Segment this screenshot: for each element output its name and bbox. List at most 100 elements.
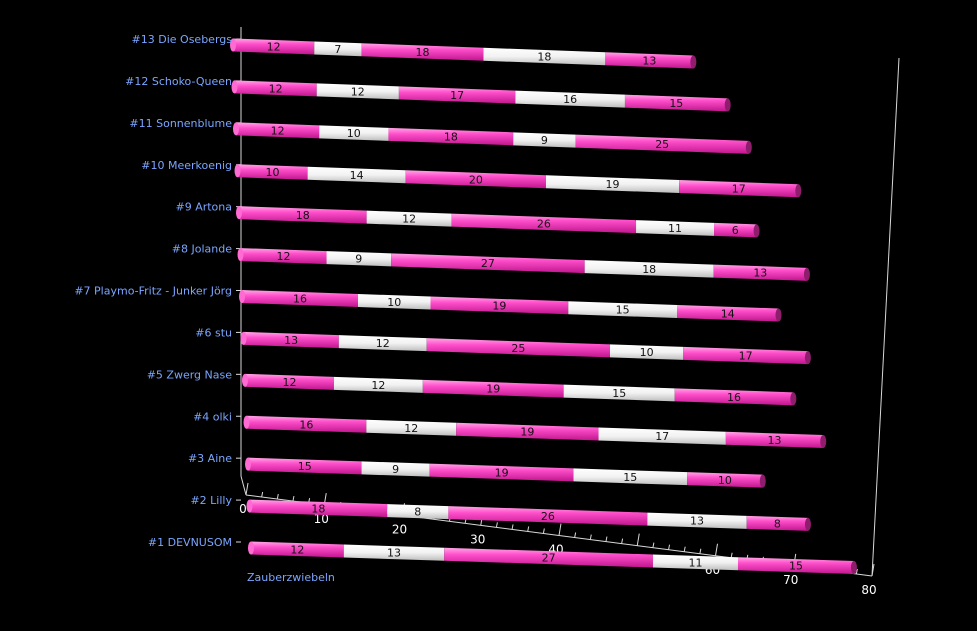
bar-segment-white <box>314 41 362 57</box>
bar-segment-pink <box>451 213 637 234</box>
data-label: 18 <box>537 51 551 64</box>
data-label: 14 <box>350 169 364 182</box>
x-minor-tick <box>683 546 686 552</box>
bar-end-cap <box>790 392 797 406</box>
x-minor-tick <box>261 491 264 498</box>
data-label: 9 <box>355 253 362 266</box>
data-label: 25 <box>655 138 669 151</box>
bar-row: 18 8 26 13 8 <box>246 499 811 531</box>
bar-segment-white <box>545 175 680 193</box>
bar-end-cap <box>753 224 760 238</box>
bar-start-cap <box>246 499 253 513</box>
bar-segment-white <box>343 544 445 561</box>
x-minor-tick <box>542 528 545 534</box>
data-label: 18 <box>296 209 310 222</box>
bar-segment-white <box>483 47 606 66</box>
bar-segment-white <box>513 132 576 148</box>
bar-segment-pink <box>361 43 484 61</box>
x-minor-tick <box>621 538 624 544</box>
data-label: 9 <box>541 134 548 147</box>
bar-segment-white <box>358 294 431 310</box>
category-label: #8 Jolande <box>172 243 232 256</box>
data-label: 18 <box>444 131 458 144</box>
data-label: 18 <box>416 46 430 59</box>
bar-segment-pink <box>683 346 808 365</box>
bar-start-cap <box>245 457 251 471</box>
category-label: #7 Playmo-Fritz - Junker Jörg <box>74 285 232 298</box>
x-tick-label: 20 <box>392 522 407 536</box>
data-label: 26 <box>537 217 551 230</box>
x-minor-tick <box>292 495 295 502</box>
data-label: 13 <box>753 267 767 280</box>
x-tick-mark <box>871 563 875 577</box>
bar-segment-white <box>598 427 726 445</box>
bar-end-cap <box>850 561 857 574</box>
x-tick-label: 30 <box>470 532 485 546</box>
bar-segment-pink <box>242 290 358 307</box>
bar-row: 12 9 27 18 13 <box>237 248 810 281</box>
bar-end-cap <box>759 474 766 488</box>
data-label: 12 <box>269 82 283 95</box>
data-label: 18 <box>642 263 656 276</box>
bar-start-cap <box>240 331 247 345</box>
bar-segment-pink <box>429 463 574 482</box>
data-label: 12 <box>277 250 291 263</box>
bar-segment-pink <box>687 472 763 488</box>
bar-segment-white <box>568 301 677 318</box>
bar-segment-pink <box>237 164 308 180</box>
data-label: 16 <box>563 93 577 106</box>
data-label: 12 <box>271 124 285 137</box>
bar-row: 12 12 17 16 15 <box>231 80 731 112</box>
bar-end-cap <box>804 351 811 365</box>
category-label: #1 DEVNUSOM <box>148 536 232 549</box>
data-label: 10 <box>266 166 280 179</box>
x-minor-tick <box>511 524 514 530</box>
data-label: 11 <box>688 556 702 569</box>
x-tick-mark <box>636 533 640 546</box>
bar-segment-white <box>573 468 688 486</box>
x-minor-tick <box>574 532 577 538</box>
data-label: 17 <box>655 430 669 443</box>
bar-end-cap <box>803 267 810 281</box>
bar-segment-white <box>584 260 714 278</box>
bar-start-cap <box>237 248 244 262</box>
category-label: #11 Sonnenblume <box>129 117 232 130</box>
bar-segment-pink <box>245 373 334 390</box>
category-labels: #13 Die Osebergs #12 Schoko-Queen #11 Sonn… <box>74 33 232 549</box>
bar-end-cap <box>820 435 827 448</box>
bar-end-cap <box>804 517 811 531</box>
data-label: 18 <box>311 502 325 515</box>
bar-segment-white <box>333 376 423 393</box>
category-label: #10 Meerkoenig <box>141 159 232 172</box>
data-label: 7 <box>334 43 341 56</box>
data-label: 15 <box>612 387 626 400</box>
data-label: 11 <box>668 222 682 235</box>
data-label: 8 <box>414 506 421 519</box>
bar-segment-pink <box>714 222 757 238</box>
data-label: 15 <box>669 97 683 110</box>
bar-row: 16 12 19 17 13 <box>243 415 827 448</box>
bar-segment-pink <box>746 515 808 531</box>
bar-segment-pink <box>391 253 585 274</box>
bar-segment-pink <box>233 38 315 55</box>
bar-row: 16 10 19 15 14 <box>239 290 782 322</box>
bar-end-cap <box>775 308 782 322</box>
data-label: 6 <box>732 224 739 237</box>
data-label: 12 <box>376 337 390 350</box>
x-minor-tick <box>652 542 655 548</box>
bar-start-cap <box>248 541 254 555</box>
bar-start-cap <box>236 206 242 220</box>
bar-segment-pink <box>239 206 367 224</box>
bar-segment-white <box>316 83 399 100</box>
data-label: 12 <box>351 85 365 98</box>
data-label: 8 <box>774 517 781 530</box>
category-label: #3 Aine <box>188 452 232 465</box>
bar-start-cap <box>233 122 239 136</box>
data-label: 17 <box>732 183 746 196</box>
category-label: #2 Lilly <box>190 494 232 507</box>
bar-segment-white <box>610 344 684 360</box>
bar-segment-pink <box>679 180 799 198</box>
data-label: 12 <box>282 376 296 389</box>
bar-segment-white <box>387 504 449 520</box>
data-label: 19 <box>606 178 620 191</box>
